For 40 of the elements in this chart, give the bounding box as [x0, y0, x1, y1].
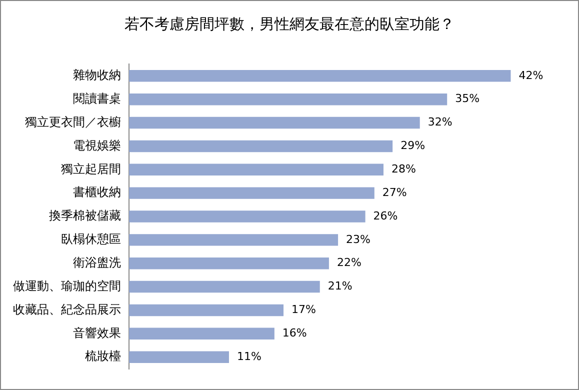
- data-label: 26%: [373, 209, 398, 222]
- bar: [129, 328, 274, 340]
- data-label: 21%: [328, 280, 352, 293]
- bar: [129, 187, 374, 199]
- data-label: 11%: [236, 350, 262, 363]
- data-label: 29%: [400, 139, 426, 152]
- y-tick-label: 梳妝檯: [85, 349, 121, 364]
- bar: [129, 304, 284, 316]
- data-label: 27%: [382, 186, 407, 199]
- y-tick-label: 雜物收納: [73, 68, 121, 82]
- y-tick-label: 電視娛樂: [73, 138, 121, 152]
- data-label: 23%: [346, 232, 370, 246]
- bar: [129, 234, 338, 246]
- bar: [129, 140, 393, 152]
- data-label: 17%: [292, 303, 316, 316]
- data-label: 32%: [428, 116, 452, 129]
- bar: [129, 93, 448, 106]
- y-tick-label: 音響效果: [73, 326, 121, 340]
- y-tick-label: 做運動、瑜珈的空間: [13, 278, 121, 293]
- data-label: 22%: [336, 256, 362, 270]
- bar: [129, 70, 511, 82]
- y-tick-label: 臥榻休憩區: [61, 232, 121, 246]
- data-label: 35%: [455, 92, 480, 106]
- data-label: 28%: [391, 162, 416, 176]
- chart-title: 若不考慮房間坪數，男性網友最在意的臥室功能？: [124, 15, 456, 34]
- bar: [129, 164, 384, 176]
- data-label: 42%: [518, 68, 544, 82]
- y-tick-label: 閱讀書桌: [73, 91, 121, 106]
- y-tick-label: 收藏品、紀念品展示: [13, 302, 121, 316]
- y-tick-label: 衛浴盥洗: [73, 255, 121, 270]
- bar: [129, 258, 329, 270]
- y-tick-label: 獨立更衣間／衣櫥: [25, 114, 121, 129]
- y-tick-label: 書櫃收納: [73, 185, 121, 200]
- bar: [129, 280, 320, 293]
- data-label: 16%: [282, 326, 307, 340]
- y-tick-label: 獨立起居間: [61, 162, 121, 176]
- bar: [129, 351, 229, 363]
- bar: [129, 116, 420, 129]
- bar: [129, 210, 366, 222]
- y-tick-label: 換季棉被儲藏: [49, 208, 121, 223]
